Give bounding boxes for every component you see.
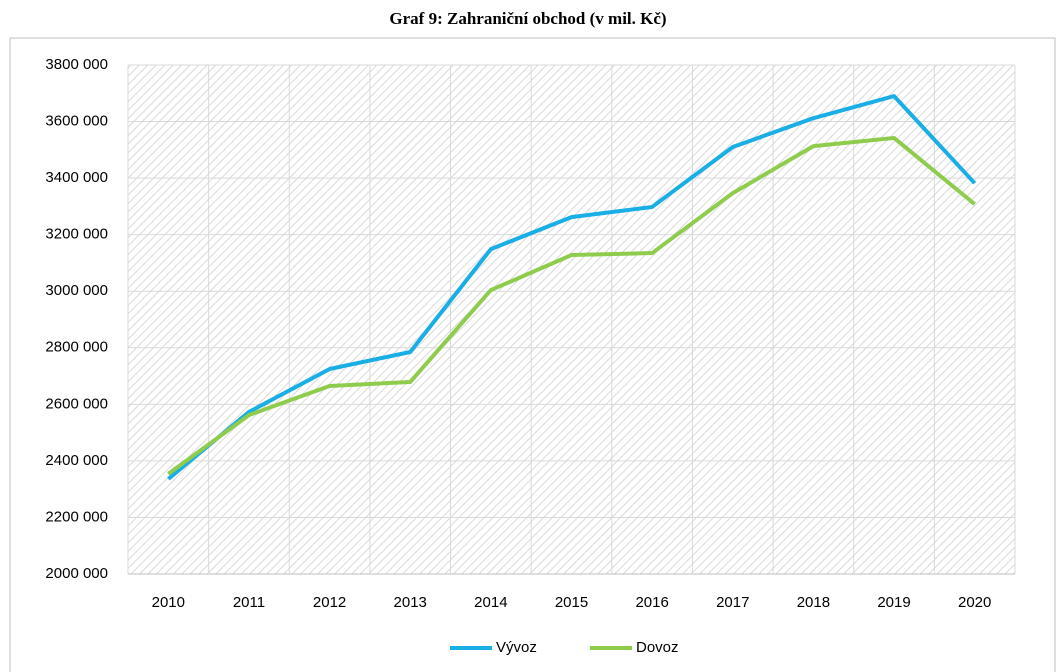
- x-tick-label: 2018: [797, 594, 830, 611]
- y-tick-label: 3200 000: [45, 226, 108, 243]
- y-tick-label: 3000 000: [45, 282, 108, 299]
- y-tick-label: 3800 000: [45, 56, 108, 73]
- x-tick-label: 2014: [474, 594, 507, 611]
- y-tick-label: 3600 000: [45, 113, 108, 130]
- x-tick-label: 2013: [394, 594, 427, 611]
- y-tick-label: 3400 000: [45, 169, 108, 186]
- y-tick-label: 2000 000: [45, 565, 108, 582]
- chart-title: Graf 9: Zahraniční obchod (v mil. Kč): [389, 9, 666, 28]
- x-tick-label: 2011: [233, 594, 265, 611]
- y-tick-label: 2600 000: [45, 395, 108, 412]
- x-tick-label: 2010: [152, 594, 185, 611]
- x-tick-label: 2016: [635, 594, 668, 611]
- legend-label: Dovoz: [636, 639, 679, 656]
- y-tick-label: 2800 000: [45, 339, 108, 356]
- x-tick-label: 2012: [313, 594, 346, 611]
- x-tick-label: 2019: [877, 594, 910, 611]
- plot-area: [128, 65, 1015, 574]
- x-tick-label: 2015: [555, 594, 588, 611]
- data-line: [167, 135, 976, 476]
- y-tick-label: 2400 000: [45, 452, 108, 469]
- legend-label: Vývoz: [496, 639, 537, 656]
- y-tick-label: 2200 000: [45, 508, 108, 525]
- data-line: [167, 94, 977, 481]
- x-tick-label: 2020: [958, 594, 991, 611]
- x-tick-label: 2017: [716, 594, 749, 611]
